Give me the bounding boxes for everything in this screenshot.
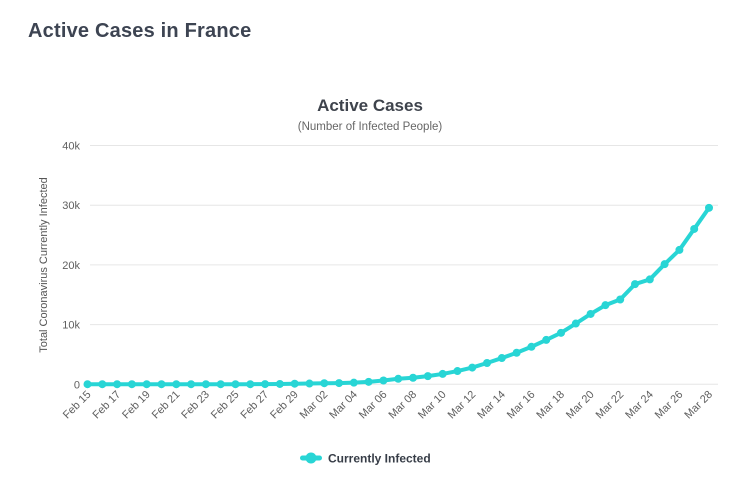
data-point[interactable] [601,301,610,310]
y-axis-title: Total Coronavirus Currently Infected [38,177,50,352]
data-point[interactable] [172,380,181,389]
data-point[interactable] [586,309,595,318]
data-point[interactable] [438,369,447,378]
x-tick-label: Mar 24 [623,389,656,422]
x-tick-label: Feb 27 [238,389,271,422]
x-tick-label: Feb 21 [150,389,183,422]
data-point[interactable] [690,224,699,233]
data-point[interactable] [349,378,358,387]
page-title: Active Cases in France [28,20,252,42]
legend-label: Currently Infected [328,452,431,466]
data-point[interactable] [557,328,566,337]
data-point[interactable] [335,379,344,388]
x-tick-label: Feb 29 [268,389,301,422]
data-point[interactable] [497,354,506,363]
x-tick-label: Feb 23 [179,389,212,422]
data-point[interactable] [261,380,270,389]
legend[interactable]: Currently Infected [300,452,431,466]
data-point[interactable] [705,203,713,212]
data-point[interactable] [364,377,373,386]
data-point[interactable] [379,376,388,385]
x-tick-label: Mar 20 [564,389,597,422]
legend-marker-dot [305,452,317,464]
x-tick-label: Mar 26 [653,389,686,422]
data-point[interactable] [98,380,107,389]
x-tick-label: Mar 02 [298,389,331,422]
data-point[interactable] [483,358,492,367]
data-point[interactable] [157,380,166,389]
chart-subtitle: (Number of Infected People) [298,121,443,133]
data-point[interactable] [113,380,122,389]
y-tick-label: 40k [62,141,80,153]
data-point[interactable] [423,372,432,381]
data-point[interactable] [527,342,536,351]
data-point[interactable] [631,280,640,289]
x-tick-label: Mar 16 [505,389,538,422]
data-point[interactable] [394,374,403,383]
data-point[interactable] [571,319,580,328]
data-point[interactable] [83,380,92,389]
data-point[interactable] [320,379,329,388]
data-point[interactable] [246,380,255,389]
data-point[interactable] [275,379,284,388]
series-currently-infected[interactable] [83,203,714,389]
series-line[interactable] [85,205,711,387]
data-point[interactable] [216,380,225,389]
x-tick-label: Feb 17 [91,389,124,422]
x-tick-label: Feb 25 [209,389,242,422]
x-tick-label: Mar 22 [594,389,627,422]
data-point[interactable] [231,380,240,389]
y-tick-label: 20k [62,260,80,272]
data-point[interactable] [542,335,551,344]
data-point[interactable] [468,363,477,372]
x-tick-label: Feb 15 [61,389,94,422]
x-tick-label: Mar 14 [475,389,508,422]
data-point[interactable] [127,380,136,389]
data-point[interactable] [512,348,521,357]
gridlines [90,145,718,385]
data-point[interactable] [645,275,654,284]
data-point[interactable] [453,367,462,376]
data-point[interactable] [409,373,418,382]
y-tick-label: 10k [62,320,80,332]
y-tick-label: 30k [62,200,80,212]
chart-title: Active Cases [317,96,423,115]
x-tick-label: Feb 19 [120,389,153,422]
data-point[interactable] [201,380,210,389]
x-tick-label: Mar 10 [416,389,449,422]
data-point[interactable] [290,379,299,388]
x-tick-label: Mar 08 [386,389,419,422]
active-cases-chart: Active Cases (Number of Infected People)… [38,96,718,466]
data-point[interactable] [305,379,314,388]
data-point[interactable] [616,295,625,304]
data-point[interactable] [142,380,151,389]
x-tick-label: Mar 06 [357,389,390,422]
x-tick-label: Mar 18 [534,389,567,422]
y-tick-label: 0 [74,379,80,391]
data-point[interactable] [660,260,669,269]
x-tick-label: Mar 12 [446,389,479,422]
y-axis-labels: 0 10k 20k 30k 40k [62,141,80,392]
data-point[interactable] [675,245,684,254]
data-point[interactable] [187,380,196,389]
x-tick-label: Mar 28 [682,389,715,422]
x-tick-label: Mar 04 [327,389,360,422]
